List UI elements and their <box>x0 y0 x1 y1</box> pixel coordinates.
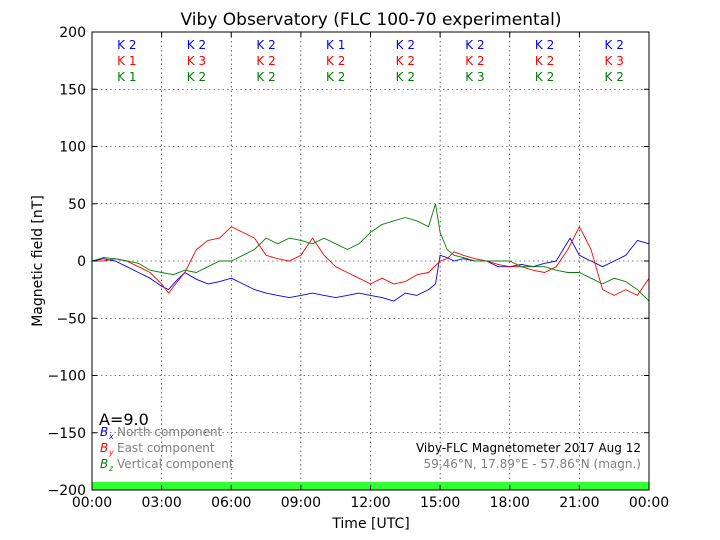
k-index-label: K 2 <box>326 70 345 84</box>
y-tick-label: −150 <box>48 426 86 442</box>
y-axis-label: Magnetic field [nT] <box>30 195 46 327</box>
legend-subscript: x <box>108 432 114 441</box>
series-line-bz <box>91 203 650 302</box>
k-index-label: K 2 <box>256 38 275 52</box>
x-tick-label: 00:00 <box>72 495 112 511</box>
legend-symbol: B <box>100 457 108 471</box>
k-index-label: K 2 <box>256 70 275 84</box>
k-index-label: K 2 <box>465 38 484 52</box>
x-tick-label: 06:00 <box>211 495 251 511</box>
legend-text: North component <box>117 425 223 439</box>
y-axis-ticks: −200 −150 −100 −50 0 50 100 150 200 <box>48 25 649 499</box>
y-tick-label: 0 <box>77 254 86 270</box>
legend-symbol: B <box>100 425 108 439</box>
y-tick-label: −100 <box>48 369 86 385</box>
k-index-label: K 2 <box>605 70 624 84</box>
k-index-label: K 1 <box>117 70 136 84</box>
legend-subscript: z <box>108 464 114 473</box>
k-index-label: K 3 <box>605 54 624 68</box>
k-index-label: K 2 <box>465 54 484 68</box>
k-index-label: K 1 <box>117 54 136 68</box>
legend-subscript: y <box>108 448 114 457</box>
k-index-label: K 3 <box>187 54 206 68</box>
series-group <box>91 203 650 302</box>
coordinates-annotation: 59.46°N, 17.89°E - 57.86°N (magn.) <box>424 457 641 471</box>
k-index-label: K 2 <box>256 54 275 68</box>
legend-symbol: B <box>100 441 108 455</box>
x-tick-label: 12:00 <box>350 495 390 511</box>
x-tick-label: 09:00 <box>281 495 321 511</box>
k-index-label: K 1 <box>326 38 345 52</box>
k-index-label: K 2 <box>605 38 624 52</box>
instrument-annotation: Viby-FLC Magnetometer 2017 Aug 12 <box>416 441 641 455</box>
k-index-label: K 2 <box>535 70 554 84</box>
x-tick-label: 15:00 <box>420 495 460 511</box>
k-index-label: K 2 <box>117 38 136 52</box>
x-tick-label: 00:00 <box>629 495 669 511</box>
x-axis-label: Time [UTC] <box>331 516 409 532</box>
k-index-table: K 2 K 2 K 2 K 1 K 2 K 2 K 2 K 2 K 1 K 3 K 2 K 2 K 2 K… <box>117 38 624 84</box>
legend-text: East component <box>117 441 215 455</box>
y-tick-label: 200 <box>59 25 86 41</box>
y-tick-label: −200 <box>48 483 86 499</box>
k-index-label: K 2 <box>396 38 415 52</box>
k-index-label: K 2 <box>396 70 415 84</box>
a-index-label: A=9.0 <box>99 410 149 429</box>
x-tick-label: 03:00 <box>141 495 181 511</box>
y-tick-label: 100 <box>59 140 86 156</box>
series-line-bx <box>91 237 650 302</box>
k-index-label: K 2 <box>187 70 206 84</box>
y-tick-label: 150 <box>59 82 86 98</box>
x-axis-ticks: 00:00 03:00 06:00 09:00 12:00 15:00 18:00 21:00… <box>72 32 669 511</box>
k-index-label: K 2 <box>535 54 554 68</box>
y-tick-label: 50 <box>68 197 86 213</box>
x-tick-label: 21:00 <box>559 495 599 511</box>
k-index-label: K 2 <box>535 38 554 52</box>
y-tick-label: −50 <box>56 311 86 327</box>
k-index-label: K 2 <box>396 54 415 68</box>
k-index-label: K 3 <box>465 70 484 84</box>
x-tick-label: 18:00 <box>490 495 530 511</box>
chart-title: Viby Observatory (FLC 100-70 experimenta… <box>181 10 562 30</box>
k-index-label: K 2 <box>187 38 206 52</box>
legend-text: Vertical component <box>117 457 234 471</box>
k-index-label: K 2 <box>326 54 345 68</box>
